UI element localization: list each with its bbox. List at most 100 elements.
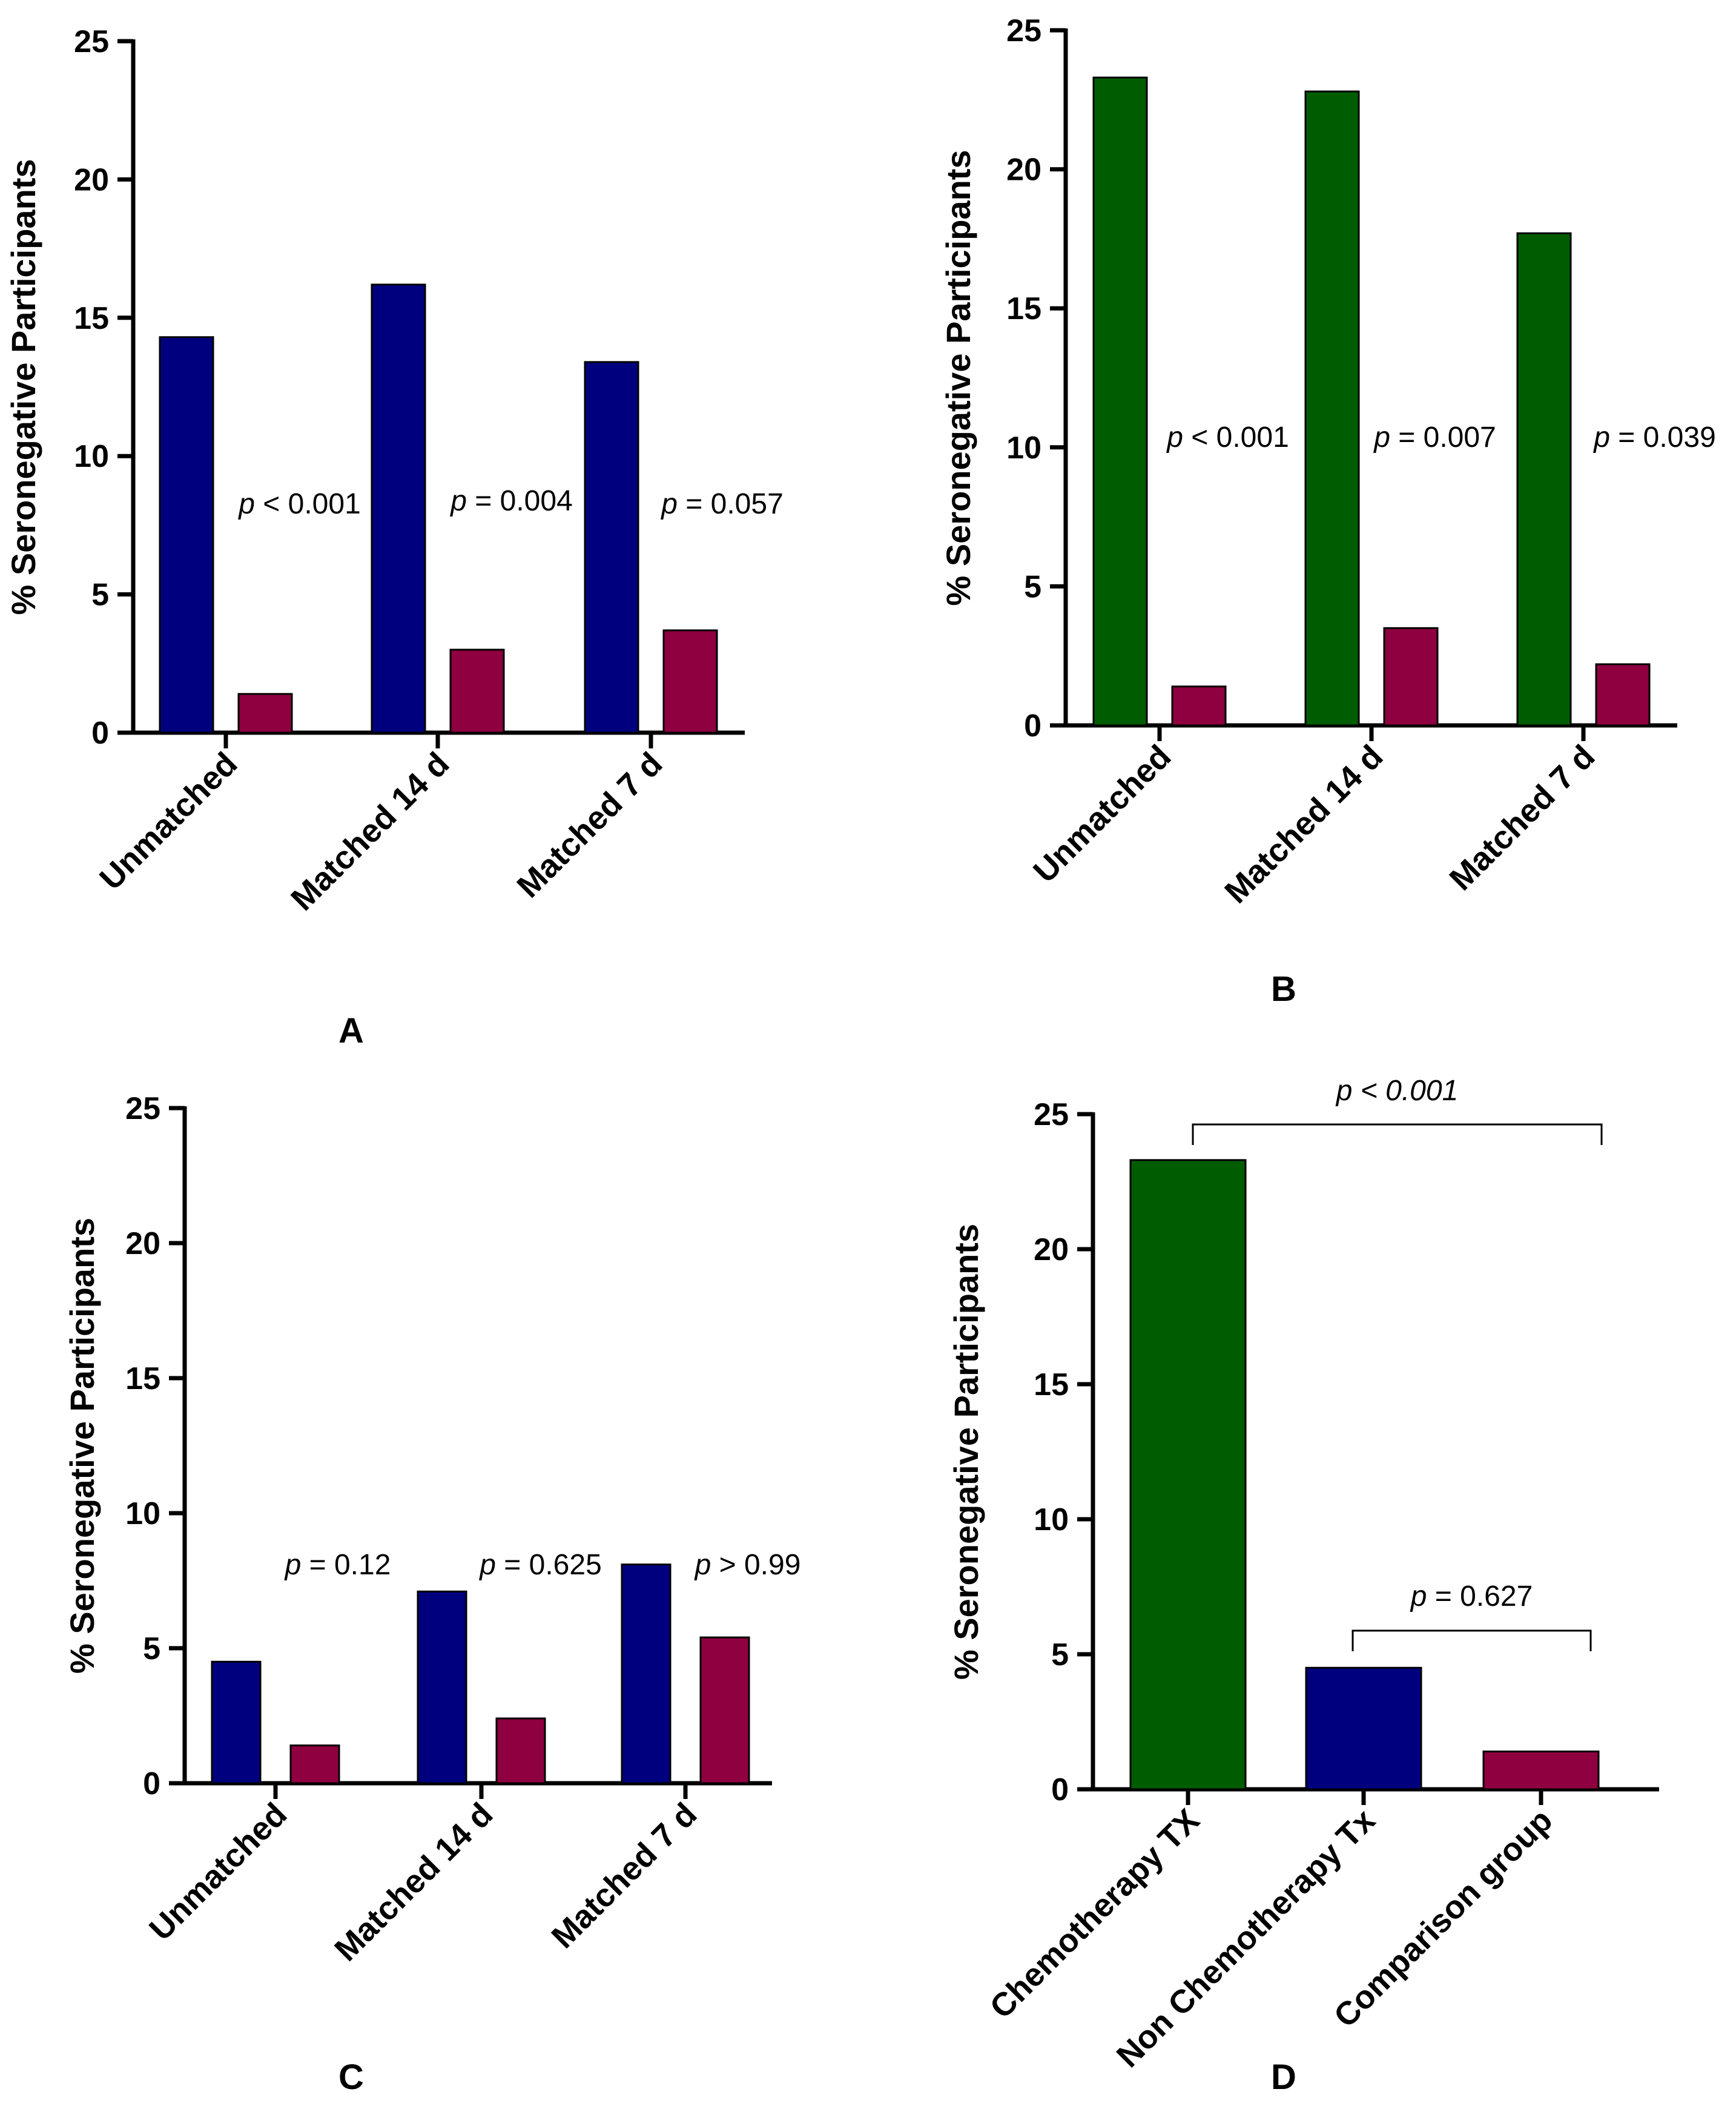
y-tick-label: 20 [125,1226,160,1261]
category-label: Unmatched [93,745,244,897]
p-value-text: = 0.625 [496,1549,602,1581]
bar-group-2-0 [1171,685,1227,727]
category-label: Unmatched [142,1796,294,1947]
y-tick-label: 5 [91,578,109,613]
p-value-label: p < 0.001 [1335,1075,1459,1107]
y-tick-label: 15 [1034,1367,1069,1402]
p-value-label: p = 0.625 [478,1549,602,1581]
bar-group-1-1 [371,283,426,734]
p-symbol: p [1410,1580,1427,1612]
y-tick-label: 25 [125,1091,160,1126]
comparison-bracket [1352,1629,1592,1651]
panel-letter: A [338,1011,364,1051]
y-axis-label: % Seronegative Participants [939,150,977,606]
category-label: Unmatched [1026,738,1178,889]
panel-b: 0 5 10 15 20 25 % Seronegative Participants Unm… [939,13,1716,1009]
panel-a: 0 5 10 15 20 25 % Seronegative Participants Unm… [4,24,784,1051]
p-symbol: p [449,485,467,517]
y-tick-label: 25 [1034,1097,1069,1132]
y-axis-label: % Seronegative Participants [4,159,42,615]
bar-group-1-1 [417,1590,467,1784]
panel-letter: C [338,2058,364,2097]
p-value-text: > 0.99 [711,1549,800,1581]
y-tick-label: 0 [143,1766,160,1801]
bar-0 [1129,1159,1247,1791]
p-symbol: p [1373,421,1390,454]
y-tick-label: 5 [1051,1637,1069,1672]
y-tick-label: 20 [74,162,109,197]
p-value-text: < 0.001 [1352,1075,1458,1107]
p-value-label: p = 0.007 [1373,421,1496,454]
bar-group-1-2 [621,1563,672,1784]
p-value-label: p = 0.627 [1410,1580,1533,1612]
y-axis-label: % Seronegative Participants [947,1224,985,1680]
y-tick-label: 0 [1024,708,1041,744]
y-tick-label: 5 [1024,569,1041,604]
bar-2 [1482,1751,1600,1791]
p-value-text: < 0.001 [1183,421,1289,454]
p-value-label: p = 0.057 [660,488,784,520]
p-value-text: < 0.001 [255,488,361,520]
y-tick-label: 15 [74,301,109,336]
y-tick-label: 10 [74,439,109,474]
y-tick-label: 15 [125,1361,160,1396]
p-value-label: p < 0.001 [237,488,361,520]
y-tick-label: 25 [1006,13,1041,48]
bar-group-1-2 [584,361,639,734]
bar-group-2-0 [237,693,293,734]
p-symbol: p [478,1549,496,1581]
p-symbol: p [660,488,678,520]
bar-group-2-1 [449,649,505,734]
bar-group-2-1 [1383,627,1439,727]
panel-letter: D [1271,2058,1296,2097]
y-tick-label: 20 [1006,153,1041,188]
p-value-label: p = 0.039 [1592,421,1716,454]
panel-c: 0 5 10 15 20 25 % Seronegative Participants Unm… [63,1091,800,2097]
y-tick-label: 10 [125,1496,160,1531]
p-value-text: = 0.057 [678,488,784,520]
y-tick-label: 25 [74,24,109,59]
p-value-label: p = 0.004 [449,485,573,517]
p-value-label: p < 0.001 [1166,421,1289,454]
y-tick-label: 0 [91,716,109,751]
bar-group-1-0 [1092,76,1148,727]
p-symbol: p [1335,1075,1353,1107]
category-label: Matched 7 d [1442,738,1602,897]
category-label: Matched 14 d [328,1796,500,1968]
p-value-text: = 0.627 [1427,1580,1533,1612]
bar-group-2-2 [662,629,718,734]
p-value-text: = 0.007 [1390,421,1496,454]
panel-letter: B [1271,969,1296,1009]
p-symbol: p [284,1549,302,1581]
p-value-label: p > 0.99 [694,1549,801,1581]
bar-group-2-1 [495,1717,546,1784]
p-value-text: = 0.004 [467,485,573,517]
y-tick-label: 0 [1051,1772,1069,1807]
bar-group-1-0 [159,336,214,734]
bar-group-1-2 [1516,232,1572,727]
category-label: Matched 14 d [284,745,456,917]
p-symbol: p [1166,421,1183,454]
bar-group-1-1 [1304,90,1360,727]
y-tick-label: 5 [143,1631,160,1666]
category-label: Matched 14 d [1218,738,1390,910]
y-tick-label: 10 [1006,431,1041,466]
p-value-text: = 0.12 [301,1549,391,1581]
y-tick-label: 10 [1034,1502,1069,1537]
category-label: Matched 7 d [544,1796,704,1955]
y-tick-label: 20 [1034,1232,1069,1267]
p-symbol: p [1592,421,1610,454]
bar-group-2-2 [1595,663,1651,727]
p-symbol: p [694,1549,711,1581]
y-axis-label: % Seronegative Participants [63,1218,101,1674]
bar-group-2-0 [289,1744,340,1784]
p-value-label: p = 0.12 [284,1549,391,1581]
category-label: Matched 7 d [510,745,669,905]
y-tick-label: 15 [1006,291,1041,326]
bar-group-1-0 [211,1660,262,1784]
p-symbol: p [237,488,255,520]
bar-group-2-2 [699,1636,750,1784]
bar-1 [1305,1666,1422,1791]
